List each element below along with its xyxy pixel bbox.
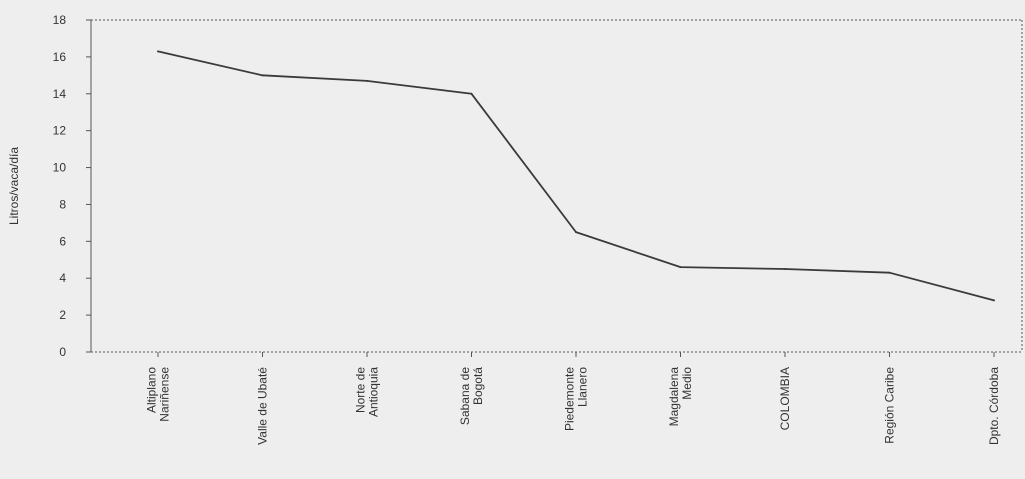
x-tick-label-line: Nariñense [158, 367, 172, 422]
x-tick-label-line: Región Caribe [883, 367, 897, 444]
x-tick-label: Dpto. Córdoba [987, 367, 1001, 445]
x-tick-label-line: Norte de [354, 367, 368, 413]
y-tick-label: 16 [53, 50, 67, 64]
y-tick-label: 6 [59, 234, 66, 248]
x-tick-label-line: Antioquia [367, 367, 381, 417]
data-point [470, 92, 473, 95]
data-point [679, 266, 682, 269]
x-tick-label: PiedemonteLlanero [563, 367, 590, 431]
x-tick-label-line: Dpto. Córdoba [987, 367, 1001, 445]
x-tick-label-line: Magdalena [667, 367, 681, 427]
data-point [993, 299, 995, 302]
series-line-group [157, 50, 995, 302]
y-axis-title: Litros/vaca/día [7, 147, 21, 225]
x-tick-label-line: Bogotá [471, 367, 485, 405]
x-tick-label-line: Sabana de [458, 367, 472, 425]
x-tick-label-line: COLOMBIA [778, 367, 792, 430]
y-tick-label: 2 [59, 308, 66, 322]
x-tick-label: Sabana deBogotá [458, 367, 485, 425]
x-tick-label-line: Valle de Ubaté [256, 367, 270, 445]
y-axis: 0 2 4 6 8 10 12 14 16 18 [53, 13, 91, 359]
data-point [784, 268, 786, 270]
y-tick-label: 12 [53, 124, 67, 138]
x-axis: AltiplanoNariñense Valle de Ubaté Norte de… [145, 352, 1001, 445]
x-tick-label-line: Altiplano [145, 367, 159, 413]
x-tick-label: AltiplanoNariñense [145, 367, 172, 422]
x-tick-label-line: Medio [680, 367, 694, 400]
x-tick-label: COLOMBIA [778, 367, 792, 430]
x-tick-label: Región Caribe [883, 367, 897, 444]
y-tick-label: 14 [53, 87, 67, 101]
data-point [888, 271, 891, 274]
x-tick-label: MagdalenaMedio [667, 367, 694, 427]
plot-frame [90, 19, 1023, 353]
data-point [366, 79, 368, 82]
y-tick-label: 4 [59, 271, 66, 285]
series-line [157, 50, 995, 302]
x-tick-label-line: Llanero [576, 367, 590, 407]
y-tick-label: 8 [59, 197, 66, 211]
x-tick-label: Norte deAntioquia [354, 367, 381, 417]
data-point [261, 74, 264, 77]
data-point [157, 50, 159, 53]
x-tick-label-line: Piedemonte [563, 367, 577, 431]
x-tick-label: Valle de Ubaté [256, 367, 270, 445]
y-tick-label: 0 [59, 345, 66, 359]
data-point [575, 231, 577, 234]
y-tick-label: 10 [53, 161, 67, 175]
y-tick-label: 18 [53, 13, 67, 27]
